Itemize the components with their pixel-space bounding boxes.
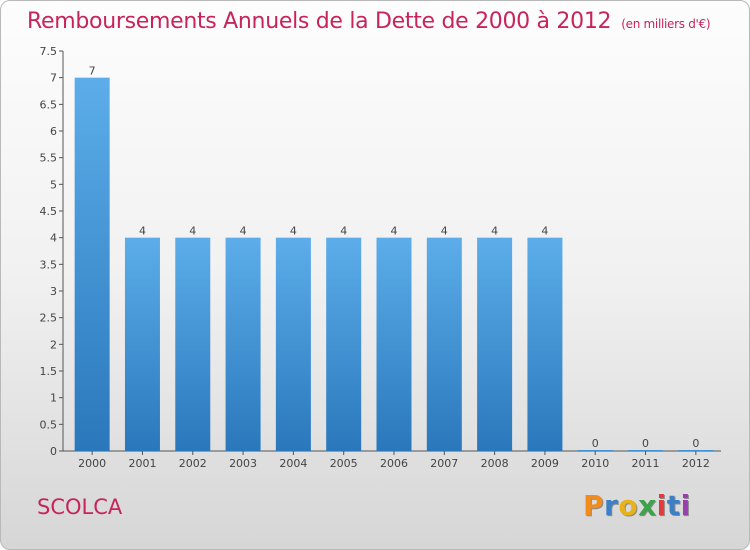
bar	[426, 237, 462, 451]
data-label: 7	[89, 65, 96, 78]
y-tick-label: 0.5	[40, 418, 58, 431]
bar	[628, 450, 664, 451]
bar	[124, 237, 160, 451]
title-unit: (en milliers d'€)	[621, 17, 711, 31]
proxiti-logo: Proxiti	[583, 489, 691, 522]
bar	[376, 237, 412, 451]
data-label: 0	[642, 437, 649, 450]
y-tick-label: 5.5	[40, 152, 58, 165]
data-label: 0	[592, 437, 599, 450]
x-tick-label: 2001	[128, 457, 156, 470]
commune-name: SCOLCA	[37, 495, 123, 519]
bar	[577, 450, 613, 451]
y-tick-label: 4.5	[40, 205, 58, 218]
bar	[74, 77, 110, 452]
y-tick-label: 6.5	[40, 98, 58, 111]
logo-letter: o	[618, 489, 639, 522]
data-label: 4	[391, 225, 398, 238]
y-tick-label: 4	[50, 232, 57, 245]
y-tick-label: 3	[50, 285, 57, 298]
y-tick-label: 1.5	[40, 365, 58, 378]
bar	[175, 237, 211, 451]
data-label: 4	[189, 225, 196, 238]
bar	[275, 237, 311, 451]
x-tick-label: 2002	[179, 457, 207, 470]
x-tick-label: 2000	[78, 457, 106, 470]
bar	[678, 450, 714, 451]
data-label: 4	[541, 225, 548, 238]
data-label: 4	[139, 225, 146, 238]
x-tick-label: 2012	[682, 457, 710, 470]
y-tick-label: 7.5	[40, 45, 58, 58]
y-tick-label: 2	[50, 338, 57, 351]
bar	[527, 237, 563, 451]
data-label: 0	[692, 437, 699, 450]
y-tick-label: 2.5	[40, 312, 58, 325]
y-tick-label: 7	[50, 72, 57, 85]
logo-letter: x	[638, 489, 657, 522]
title-text: Remboursements Annuels de la Dette de 20…	[27, 9, 612, 34]
bar	[477, 237, 513, 451]
bar	[326, 237, 362, 451]
logo-letter: i	[656, 489, 667, 522]
data-label: 4	[491, 225, 498, 238]
x-tick-label: 2004	[279, 457, 307, 470]
bar	[225, 237, 261, 451]
y-tick-label: 3.5	[40, 258, 58, 271]
data-label: 4	[340, 225, 347, 238]
x-tick-label: 2010	[581, 457, 609, 470]
data-label: 4	[240, 225, 247, 238]
logo-letter: t	[666, 489, 681, 522]
x-tick-label: 2006	[380, 457, 408, 470]
x-tick-label: 2007	[430, 457, 458, 470]
logo-letter: r	[604, 489, 619, 522]
y-tick-label: 5	[50, 178, 57, 191]
chart-title: Remboursements Annuels de la Dette de 20…	[27, 9, 711, 34]
x-tick-label: 2005	[330, 457, 358, 470]
logo-letter: i	[680, 489, 691, 522]
y-tick-label: 0	[50, 445, 57, 458]
y-tick-label: 1	[50, 392, 57, 405]
data-label: 4	[290, 225, 297, 238]
data-label: 4	[441, 225, 448, 238]
logo-letter: P	[583, 489, 605, 522]
x-tick-label: 2011	[632, 457, 660, 470]
x-tick-label: 2003	[229, 457, 257, 470]
x-tick-label: 2009	[531, 457, 559, 470]
y-tick-label: 6	[50, 125, 57, 138]
x-tick-label: 2008	[481, 457, 509, 470]
